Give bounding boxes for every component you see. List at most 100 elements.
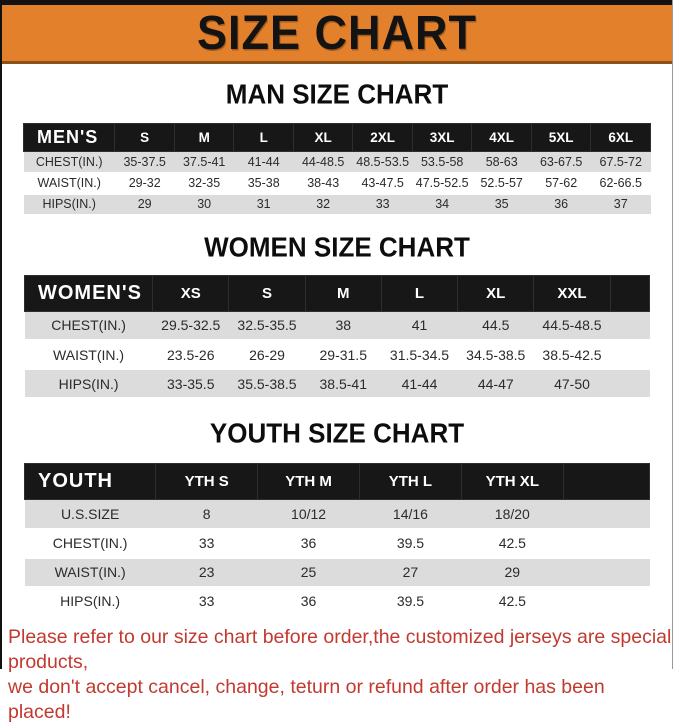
measurement-value: 26-29	[249, 346, 285, 363]
category-header-cell: MEN'S	[22, 123, 116, 152]
measurement-label: HIPS(IN.)	[60, 593, 121, 609]
measurement-value: 33	[198, 535, 215, 551]
measurement-label: U.S.SIZE	[60, 505, 120, 522]
size-column-header: XXL	[533, 274, 611, 312]
measurement-label: WAIST(IN.)	[54, 564, 126, 580]
measurement-value: 58-63	[485, 154, 518, 169]
table-row: HIPS(IN.) 29 30 31 32 33 34 35 36 37	[23, 193, 651, 215]
size-column-header: M	[173, 123, 235, 152]
table-row: CHEST(IN.) 29.5-32.5 32.5-35.5 38 41 44.5 44.5…	[24, 311, 650, 340]
footer-disclaimer: Please refer to our size chart before or…	[2, 625, 672, 725]
measurement-value: 33	[375, 197, 390, 211]
table-row: WAIST(IN.) 23 25 27 29	[24, 557, 650, 587]
women-size-table: WOMEN'S XS S M L XL XXL CHEST(IN.) 29.5-32.5 32.5…	[23, 274, 651, 400]
youth-size-chart-section: YOUTH SIZE CHART YOUTH YTH S YTH M YTH L YTH…	[2, 417, 672, 617]
measurement-value: 47-50	[554, 375, 590, 392]
measurement-label: CHEST(IN.)	[51, 317, 126, 334]
measurement-value: 44.5-48.5	[542, 317, 602, 334]
measurement-value: 44-47	[477, 375, 514, 392]
size-column-header: L	[380, 274, 459, 312]
measurement-value: 36	[300, 535, 317, 551]
women-section-heading: WOMEN SIZE CHART	[204, 230, 470, 263]
size-column-header: 4XL	[471, 123, 532, 152]
measurement-value: 23	[198, 564, 215, 580]
size-column-header: XS	[152, 274, 230, 312]
category-header-cell: YOUTH	[23, 463, 157, 500]
measurement-value: 29-32	[128, 176, 161, 190]
measurement-label: WAIST(IN.)	[37, 176, 101, 190]
measurement-value: 63-67.5	[539, 154, 583, 169]
men-size-table: MEN'S S M L XL 2XL 3XL 4XL 5XL 6XL CHEST(IN.) 35-37…	[22, 123, 651, 216]
measurement-value: 36	[300, 593, 317, 609]
footer-disclaimer-line1: Please refer to our size chart before or…	[8, 625, 672, 673]
measurement-value: 35-37.5	[123, 154, 166, 169]
measurement-value: 34.5-38.5	[466, 346, 526, 363]
measurement-value: 30	[197, 197, 212, 211]
measurement-value: 38	[335, 317, 352, 334]
measurement-value: 33-35.5	[167, 375, 215, 392]
measurement-value	[610, 369, 649, 398]
table-row: WAIST(IN.) 23.5-26 26-29 29-31.5 31.5-34.5 34…	[24, 340, 650, 369]
measurement-value: 44-48.5	[301, 154, 345, 169]
measurement-value: 38.5-41	[319, 375, 367, 392]
measurement-value: 8	[202, 505, 211, 522]
table-row: WAIST(IN.) 29-32 32-35 35-38 38-43 43-47.5 47.…	[23, 172, 651, 194]
measurement-value: 31	[256, 197, 271, 211]
measurement-label: HIPS(IN.)	[58, 375, 119, 392]
men-section-heading: MAN SIZE CHART	[225, 78, 449, 110]
size-table-header-row: YOUTH YTH S YTH M YTH L YTH XL	[23, 463, 651, 500]
measurement-value: 37	[613, 197, 628, 211]
measurement-value	[610, 340, 649, 369]
measurement-value: 41-44	[401, 375, 438, 392]
size-column-header: XL	[292, 123, 354, 152]
measurement-value: 57-62	[545, 176, 578, 190]
size-column-header: 2XL	[352, 123, 413, 152]
size-column-header	[609, 274, 651, 312]
men-size-chart-section: MAN SIZE CHART MEN'S S M L XL 2XL 3XL 4XL 5XL 6XL…	[2, 78, 672, 216]
measurement-value: 34	[435, 197, 450, 211]
measurement-value	[563, 587, 649, 616]
measurement-value: 43-47.5	[361, 176, 404, 190]
measurement-value: 53.5-58	[420, 154, 464, 169]
measurement-value: 29	[504, 564, 521, 580]
size-column-header: YTH S	[155, 463, 259, 500]
size-column-header: S	[114, 123, 175, 152]
size-column-header: YTH M	[257, 463, 360, 500]
page-title: SIZE CHART	[197, 4, 477, 60]
measurement-value: 41	[411, 317, 428, 334]
measurement-value: 25	[300, 564, 317, 580]
measurement-value: 33	[198, 593, 215, 609]
women-size-chart-section: WOMEN SIZE CHART WOMEN'S XS S M L XL XXL CHEST(…	[2, 230, 672, 400]
measurement-value: 42.5	[498, 593, 526, 609]
measurement-value	[563, 529, 649, 558]
size-column-header: S	[228, 274, 306, 312]
size-column-header: L	[233, 123, 294, 152]
measurement-value: 31.5-34.5	[389, 346, 450, 363]
measurement-value	[563, 558, 649, 587]
measurement-value: 41-44	[247, 154, 280, 169]
size-table-header-row: MEN'S S M L XL 2XL 3XL 4XL 5XL 6XL	[22, 123, 651, 152]
measurement-value: 14/16	[392, 505, 428, 522]
measurement-label: WAIST(IN.)	[53, 346, 125, 363]
measurement-value: 32-35	[188, 176, 221, 190]
table-row: U.S.SIZE 8 10/12 14/16 18/20	[24, 499, 650, 529]
measurement-value: 39.5	[396, 593, 425, 609]
measurement-value: 39.5	[396, 535, 425, 551]
footer-disclaimer-line2: we don't accept cancel, change, teturn o…	[8, 675, 605, 723]
measurement-value: 27	[402, 564, 419, 580]
table-row: CHEST(IN.) 33 36 39.5 42.5	[24, 528, 650, 558]
measurement-label: CHEST(IN.)	[52, 535, 128, 551]
size-column-header: M	[304, 274, 382, 312]
table-row: CHEST(IN.) 35-37.5 37.5-41 41-44 44-48.5 48.5…	[23, 151, 651, 173]
measurement-label: HIPS(IN.)	[42, 197, 96, 211]
measurement-value: 38-43	[307, 176, 340, 190]
table-row: HIPS(IN.) 33 36 39.5 42.5	[24, 586, 650, 616]
measurement-value: 10/12	[291, 505, 327, 522]
measurement-value: 32	[316, 197, 331, 211]
size-column-header: 3XL	[411, 123, 473, 152]
size-column-header	[562, 463, 651, 500]
size-column-header: XL	[457, 274, 535, 312]
measurement-value: 48.5-53.5	[356, 154, 410, 169]
youth-section-heading: YOUTH SIZE CHART	[209, 417, 465, 449]
measurement-value: 62-66.5	[599, 176, 642, 190]
